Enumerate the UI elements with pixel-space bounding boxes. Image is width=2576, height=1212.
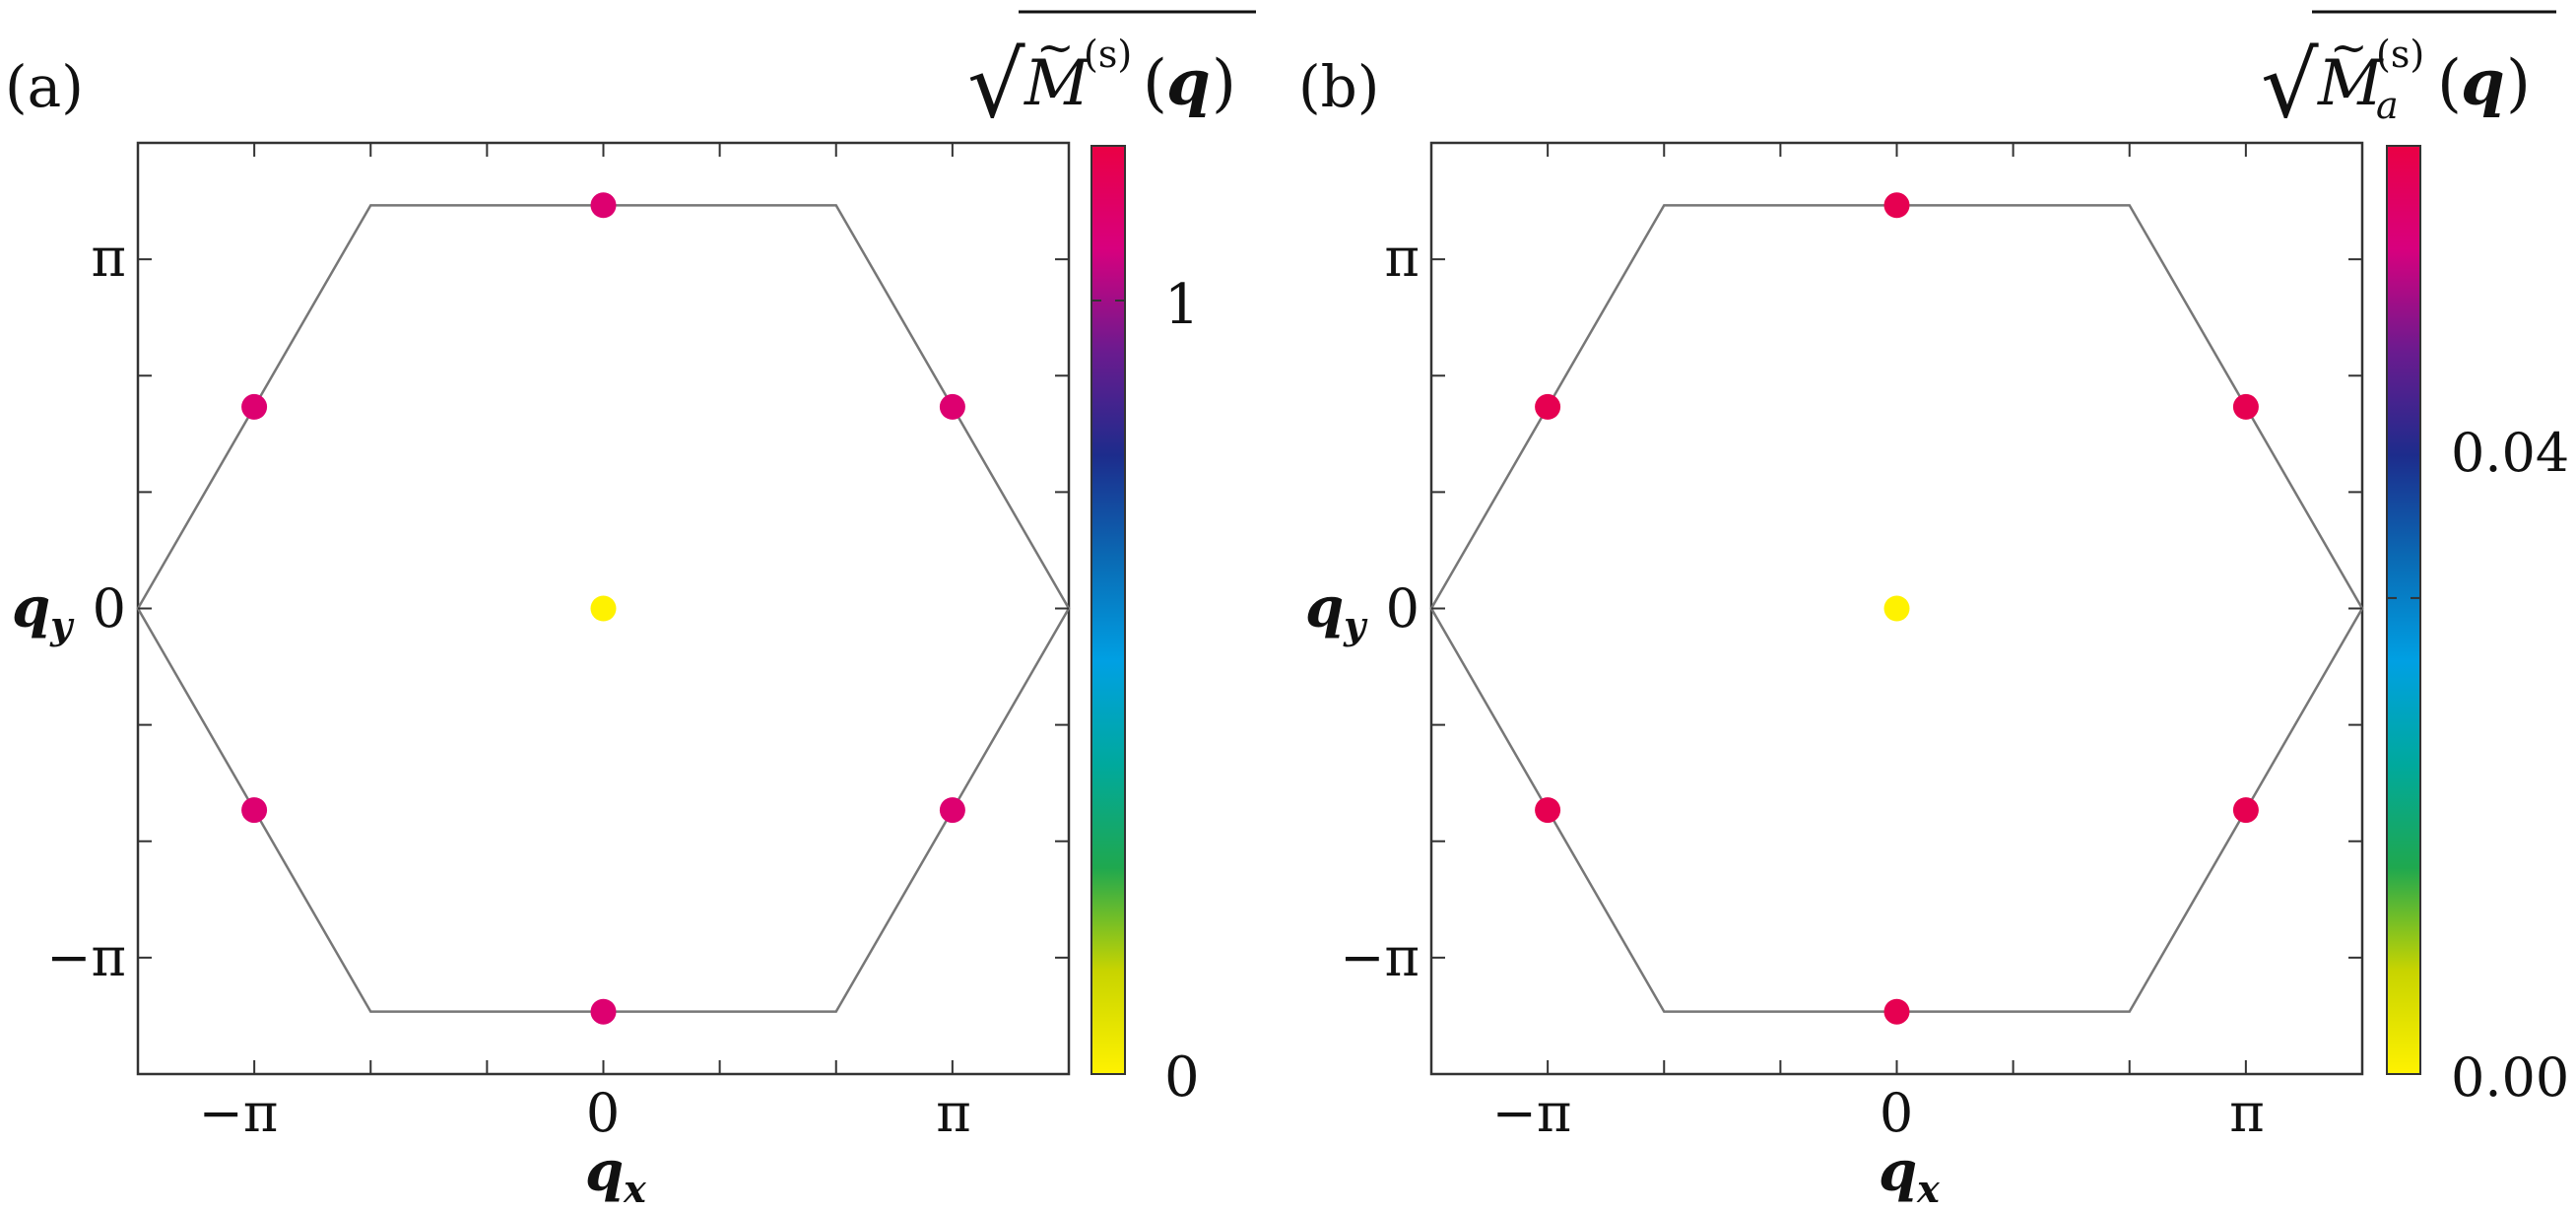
panel-a-point-0 [591, 596, 617, 622]
panel-b-point-5 [1535, 394, 1560, 420]
panel-a-ylabel: qy [12, 575, 75, 647]
panel-b-colorbar-ticklabel-0: 0.00 [2451, 1046, 2569, 1109]
panel-a-ytick-label-pi: π [92, 227, 127, 289]
panel-a-colorbar [1091, 146, 1125, 1074]
panel-b-colorbar-title-sup: (s) [2376, 33, 2424, 76]
panel-b: (b) π 0 −π qy −π 0 π qx 0.04 0.00 √ ~ M … [1298, 12, 2569, 1211]
figure: (a) π 0 −π qy −π 0 π qx 1 0 √ ~ M (s) ( … [0, 0, 2576, 1212]
panel-a-point-1 [591, 192, 617, 218]
panel-a-colorbar-title-lparen: ( [1143, 47, 1167, 120]
panel-a-xtick-label-0: 0 [586, 1082, 620, 1144]
panel-a: (a) π 0 −π qy −π 0 π qx 1 0 √ ~ M (s) ( … [5, 12, 1256, 1211]
panel-a-colorbar-title-main: M [1024, 47, 1090, 120]
panel-b-label: (b) [1298, 53, 1379, 120]
panel-b-xtick-label-negpi: −π [1492, 1082, 1572, 1144]
panel-a-colorbar-title-sup: (s) [1084, 33, 1132, 76]
panel-b-colorbar-title-rparen: ) [2506, 47, 2531, 120]
panel-a-xlabel: qx [585, 1139, 647, 1211]
panel-b-point-0 [1884, 596, 1910, 622]
panel-a-colorbar-title-q: q [1166, 46, 1211, 120]
panel-b-xtick-label-pi: π [2229, 1082, 2265, 1144]
panel-b-ytick-label-0: 0 [1386, 577, 1420, 640]
panel-b-xtick-label-0: 0 [1880, 1082, 1913, 1144]
panel-b-point-2 [1884, 999, 1910, 1025]
panel-b-colorbar-title-q: q [2461, 46, 2505, 120]
panel-b-colorbar-title-lparen: ( [2437, 47, 2462, 120]
panel-b-colorbar [2387, 146, 2420, 1074]
panel-b-colorbar-title-root: √ [2261, 33, 2319, 138]
panel-b-colorbar-ticklabel-1: 0.04 [2451, 422, 2569, 484]
panel-a-xtick-label-negpi: −π [199, 1082, 279, 1144]
panel-a-point-2 [591, 999, 617, 1025]
panel-a-colorbar-ticklabel-0: 0 [1164, 1045, 1200, 1110]
panel-a-point-4 [940, 797, 965, 823]
panel-a-colorbar-title-root: √ [967, 33, 1025, 138]
panel-b-ylabel: qy [1305, 575, 1368, 647]
panel-b-colorbar-title-main: M [2317, 47, 2384, 120]
panel-b-point-1 [1884, 192, 1910, 218]
panel-a-colorbar-ticklabel-1: 1 [1164, 273, 1200, 337]
panel-a-point-6 [241, 797, 267, 823]
panel-b-points [1535, 192, 2259, 1024]
panel-a-points [241, 192, 965, 1024]
panel-b-ytick-label-pi: π [1385, 227, 1420, 289]
panel-a-xtick-label-pi: π [936, 1082, 971, 1144]
panel-a-point-3 [940, 394, 965, 420]
panel-a-ytick-label-negpi: −π [46, 926, 126, 988]
panel-a-colorbar-title: √ ~ M (s) ( q ) [967, 12, 1256, 138]
panel-a-colorbar-title-rparen: ) [1212, 47, 1236, 120]
panel-b-point-4 [2233, 797, 2259, 823]
panel-b-colorbar-title-sub: a [2376, 84, 2399, 127]
panel-b-point-3 [2233, 394, 2259, 420]
panel-b-colorbar-title: √ ~ M (s) a ( q ) [2261, 12, 2556, 138]
panel-b-ytick-label-negpi: −π [1340, 926, 1420, 988]
panel-a-ytick-label-0: 0 [93, 577, 126, 640]
panel-b-point-6 [1535, 797, 1560, 823]
panel-a-label: (a) [5, 53, 84, 120]
panel-a-point-5 [241, 394, 267, 420]
panel-b-xlabel: qx [1879, 1139, 1941, 1211]
